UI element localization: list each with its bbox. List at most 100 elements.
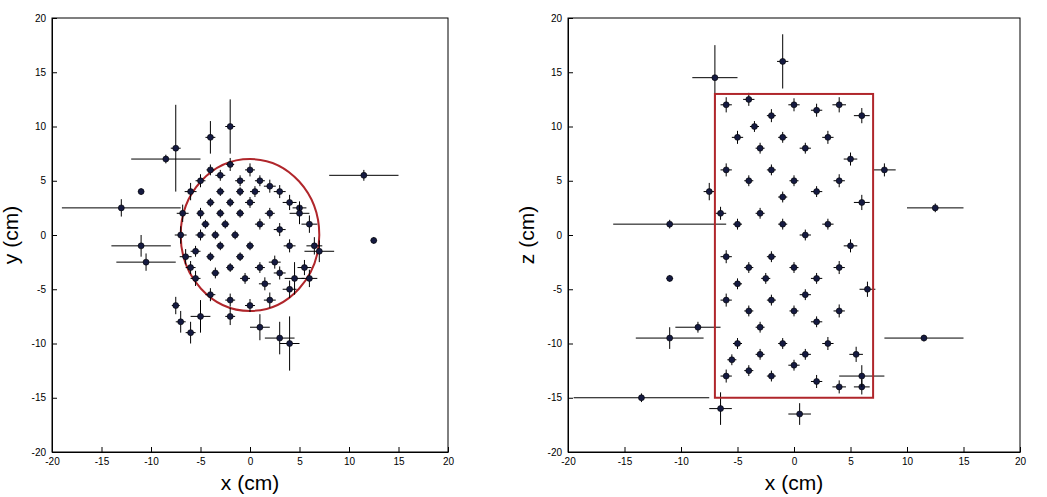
data-point bbox=[196, 174, 206, 187]
data-point bbox=[778, 192, 787, 203]
marker bbox=[859, 199, 865, 205]
tick: 5 bbox=[848, 447, 854, 467]
marker bbox=[780, 58, 786, 64]
marker bbox=[791, 265, 797, 271]
marker bbox=[237, 254, 243, 260]
data-point bbox=[284, 239, 296, 252]
data-point bbox=[216, 209, 224, 218]
data-point bbox=[265, 208, 275, 219]
tick-label: 15 bbox=[35, 67, 47, 78]
data-point bbox=[216, 242, 224, 251]
tick: -20 bbox=[548, 447, 573, 458]
tick: -5 bbox=[553, 284, 573, 295]
marker bbox=[247, 303, 253, 309]
marker bbox=[227, 199, 233, 205]
data-point bbox=[225, 308, 235, 325]
data-point bbox=[733, 219, 742, 230]
data-point bbox=[250, 314, 270, 340]
marker bbox=[306, 221, 312, 227]
tick: -15 bbox=[548, 392, 573, 403]
marker bbox=[814, 189, 820, 195]
data-point bbox=[800, 143, 811, 154]
data-point bbox=[285, 262, 305, 295]
data-point bbox=[854, 108, 870, 123]
tick-mark bbox=[52, 18, 57, 19]
data-point bbox=[675, 322, 720, 333]
tick-mark bbox=[568, 235, 573, 236]
tick-mark bbox=[52, 235, 57, 236]
marker bbox=[207, 167, 213, 173]
marker bbox=[836, 308, 842, 314]
tick: -10 bbox=[548, 338, 573, 349]
x-axis: -20-15-10-505101520 bbox=[561, 447, 1026, 467]
marker bbox=[232, 232, 238, 238]
marker bbox=[188, 265, 194, 271]
y-axis: -20-15-10-505101520 bbox=[548, 13, 573, 458]
marker bbox=[267, 183, 273, 189]
marker bbox=[768, 297, 774, 303]
marker bbox=[237, 210, 243, 216]
data-point bbox=[269, 256, 281, 269]
tick: 15 bbox=[958, 447, 970, 467]
marker bbox=[292, 275, 298, 281]
tick-label: 10 bbox=[344, 456, 356, 467]
tick-label: -20 bbox=[548, 447, 563, 458]
data-point bbox=[822, 131, 833, 144]
data-point bbox=[832, 97, 846, 112]
marker bbox=[242, 275, 248, 281]
marker bbox=[814, 107, 820, 113]
tick-label: -15 bbox=[548, 392, 563, 403]
marker bbox=[695, 324, 701, 330]
data-point bbox=[839, 365, 884, 387]
marker bbox=[277, 189, 283, 195]
marker bbox=[173, 145, 179, 151]
marker bbox=[178, 232, 184, 238]
plot-frame bbox=[568, 18, 1020, 452]
tick-label: 5 bbox=[297, 456, 303, 467]
data-point bbox=[721, 370, 732, 383]
data-point bbox=[778, 132, 787, 143]
data-point bbox=[574, 393, 710, 402]
marker bbox=[267, 297, 273, 303]
marker bbox=[746, 265, 752, 271]
marker bbox=[746, 178, 752, 184]
tick: 20 bbox=[1015, 447, 1027, 467]
marker bbox=[257, 324, 263, 330]
tick-label: -10 bbox=[674, 456, 689, 467]
marker bbox=[836, 178, 842, 184]
data-point bbox=[756, 322, 765, 333]
data-point bbox=[777, 34, 788, 88]
tick: 10 bbox=[902, 447, 914, 467]
marker bbox=[735, 341, 741, 347]
marker bbox=[718, 406, 724, 412]
marker bbox=[791, 362, 797, 368]
marker bbox=[207, 292, 213, 298]
marker bbox=[138, 189, 144, 195]
data-point bbox=[235, 175, 245, 186]
tick: 20 bbox=[35, 13, 57, 24]
marker bbox=[188, 189, 194, 195]
marker bbox=[173, 303, 179, 309]
marker bbox=[757, 210, 763, 216]
data-point bbox=[304, 240, 334, 262]
data-point bbox=[744, 175, 753, 186]
tick-mark bbox=[964, 447, 965, 452]
tick: -20 bbox=[32, 447, 57, 458]
data-point bbox=[211, 268, 219, 279]
y-axis-title: y (cm) bbox=[0, 206, 22, 264]
marker bbox=[247, 167, 253, 173]
data-point bbox=[255, 175, 265, 186]
data-point bbox=[767, 295, 776, 306]
data-point bbox=[788, 360, 799, 371]
data-point bbox=[907, 204, 964, 213]
tick-label: 0 bbox=[40, 230, 46, 241]
data-point bbox=[767, 109, 776, 122]
marker bbox=[802, 292, 808, 298]
data-point bbox=[744, 306, 753, 317]
data-point bbox=[800, 349, 811, 360]
data-point bbox=[767, 164, 776, 175]
tick-label: -20 bbox=[45, 456, 60, 467]
tick: 5 bbox=[556, 175, 573, 186]
data-point bbox=[849, 347, 863, 362]
data-point bbox=[811, 375, 822, 388]
